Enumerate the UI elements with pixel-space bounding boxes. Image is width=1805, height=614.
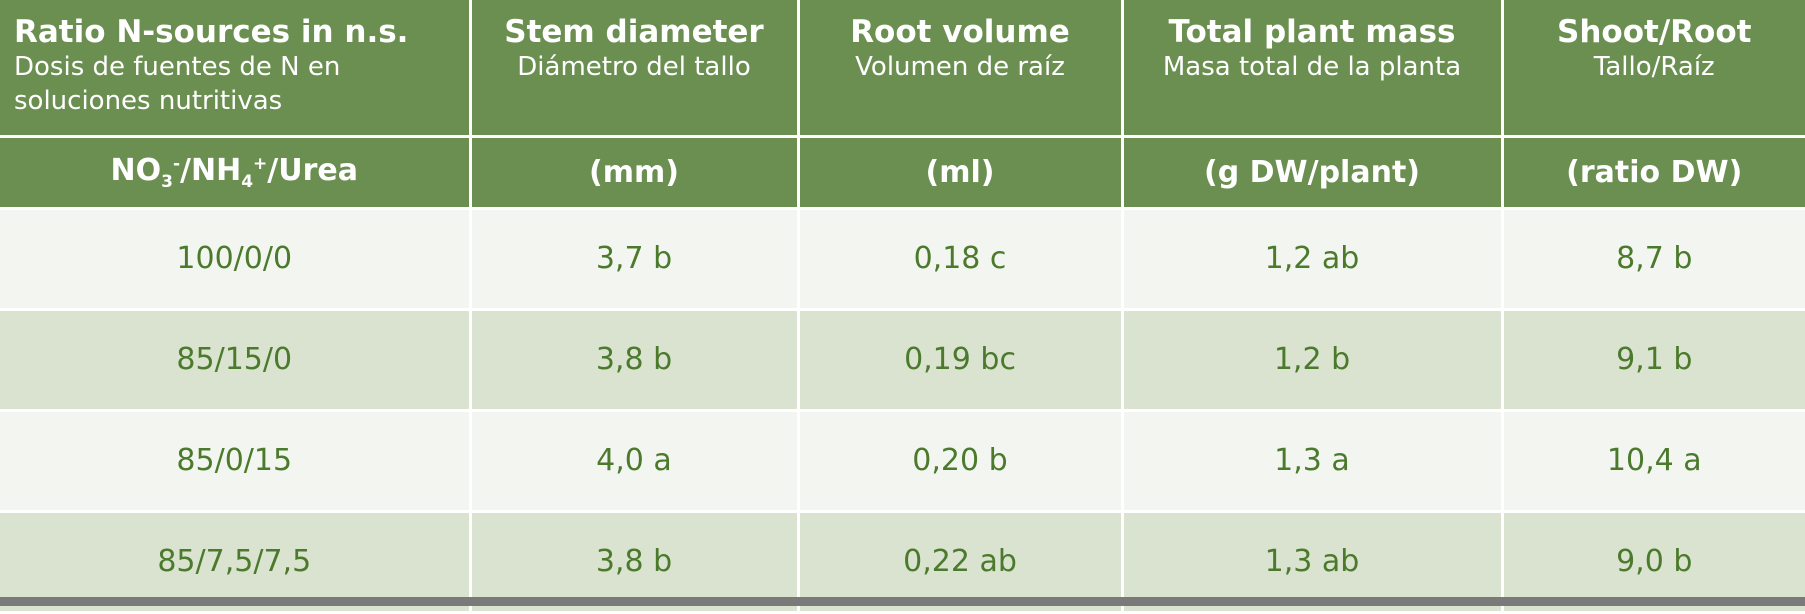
units-part: NO <box>111 153 162 188</box>
units-cell: (mm) <box>470 136 798 208</box>
header-spanish: Masa total de la planta <box>1124 50 1501 84</box>
data-cell: 100/0/0 <box>0 208 470 309</box>
data-cell: 0,19 bc <box>798 309 1122 410</box>
data-cell: 85/15/0 <box>0 309 470 410</box>
units-part: 4 <box>241 172 253 192</box>
data-cell: 1,2 ab <box>1122 208 1502 309</box>
data-cell: 0,20 b <box>798 410 1122 511</box>
data-cell: 9,1 b <box>1502 309 1805 410</box>
header-spanish: Tallo/Raíz <box>1504 50 1805 84</box>
units-part: /NH <box>180 153 241 188</box>
units-part: + <box>253 154 267 174</box>
data-cell: 3,7 b <box>470 208 798 309</box>
data-cell: 4,0 a <box>470 410 798 511</box>
data-cell: 1,2 b <box>1122 309 1502 410</box>
units-cell: (ml) <box>798 136 1122 208</box>
bottom-rule <box>0 597 1805 606</box>
data-cell: 85/0/15 <box>0 410 470 511</box>
units-row: NO3-/NH4+/Urea(mm)(ml)(g DW/plant)(ratio… <box>0 136 1805 208</box>
units-part: /Urea <box>267 153 358 188</box>
header-english: Stem diameter <box>472 14 797 50</box>
units-part: 3 <box>161 172 173 192</box>
data-cell: 1,3 a <box>1122 410 1502 511</box>
units-cell: (ratio DW) <box>1502 136 1805 208</box>
units-cell: NO3-/NH4+/Urea <box>0 136 470 208</box>
units-cell: (g DW/plant) <box>1122 136 1502 208</box>
header-spanish: Dosis de fuentes de N en soluciones nutr… <box>14 50 469 118</box>
header-english: Total plant mass <box>1124 14 1501 50</box>
header-row: Ratio N-sources in n.s.Dosis de fuentes … <box>0 0 1805 136</box>
header-english: Shoot/Root <box>1504 14 1805 50</box>
header-spanish: Volumen de raíz <box>800 50 1121 84</box>
data-cell: 0,18 c <box>798 208 1122 309</box>
header-cell: Ratio N-sources in n.s.Dosis de fuentes … <box>0 0 470 136</box>
data-cell: 8,7 b <box>1502 208 1805 309</box>
header-english: Root volume <box>800 14 1121 50</box>
units-part: - <box>173 154 180 174</box>
header-english: Ratio N-sources in n.s. <box>14 14 469 50</box>
data-cell: 3,8 b <box>470 309 798 410</box>
data-cell: 10,4 a <box>1502 410 1805 511</box>
header-spanish: Diámetro del tallo <box>472 50 797 84</box>
